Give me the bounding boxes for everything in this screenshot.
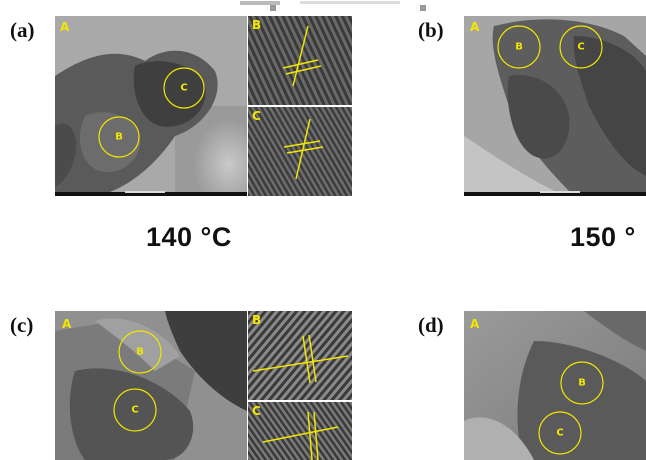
panel-a-temperature: 140 °C	[146, 222, 232, 252]
panel-c-main-label: A	[62, 317, 72, 331]
panel-d-label: (d)	[418, 313, 444, 337]
panel-d-circle-c-label: C	[556, 427, 564, 439]
panel-b-main-label: A	[470, 20, 480, 34]
panel-c-circles	[113, 330, 162, 432]
panel-c-label: (c)	[10, 313, 34, 337]
panel-c-tem-image: A B C	[55, 311, 247, 460]
panel-a-circle-c-label: C	[180, 82, 188, 94]
panel-a-tem-image: A C B	[55, 16, 247, 196]
panel-d-circles	[538, 361, 604, 455]
panel-b-temperature: 150 °	[570, 222, 636, 252]
panel-b-circle-b-label: B	[515, 41, 523, 53]
panel-c-circle-b-label: B	[136, 346, 144, 358]
panel-b-tem-image: A B C	[464, 16, 646, 196]
cropped-header-strip	[0, 0, 646, 14]
panel-c-inset-bottom: C	[248, 402, 352, 460]
panel-c-circle-c-label: C	[131, 404, 139, 416]
panel-d-tem-image: A B C	[464, 311, 646, 460]
panel-a-inset-bottom: C	[248, 107, 352, 196]
panel-a-main-label: A	[60, 20, 70, 34]
panel-d-main-label: A	[470, 317, 480, 331]
panel-c-inset-top-label: B	[252, 313, 262, 327]
panel-a-circles	[98, 67, 205, 158]
panel-c-inset-bottom-label: C	[252, 404, 261, 418]
panel-a-inset-top-label: B	[252, 18, 262, 32]
panel-b-circle-c-label: C	[577, 41, 585, 53]
panel-d-circle-b-label: B	[578, 377, 586, 389]
panel-b-label: (b)	[418, 18, 444, 42]
panel-a-inset-top: B	[248, 16, 352, 105]
panel-b-circles	[497, 25, 603, 69]
panel-c-inset-top: B	[248, 311, 352, 400]
panel-a-label: (a)	[10, 18, 35, 42]
panel-a-circle-b-label: B	[115, 131, 123, 143]
panel-a-inset-bottom-label: C	[252, 109, 261, 123]
